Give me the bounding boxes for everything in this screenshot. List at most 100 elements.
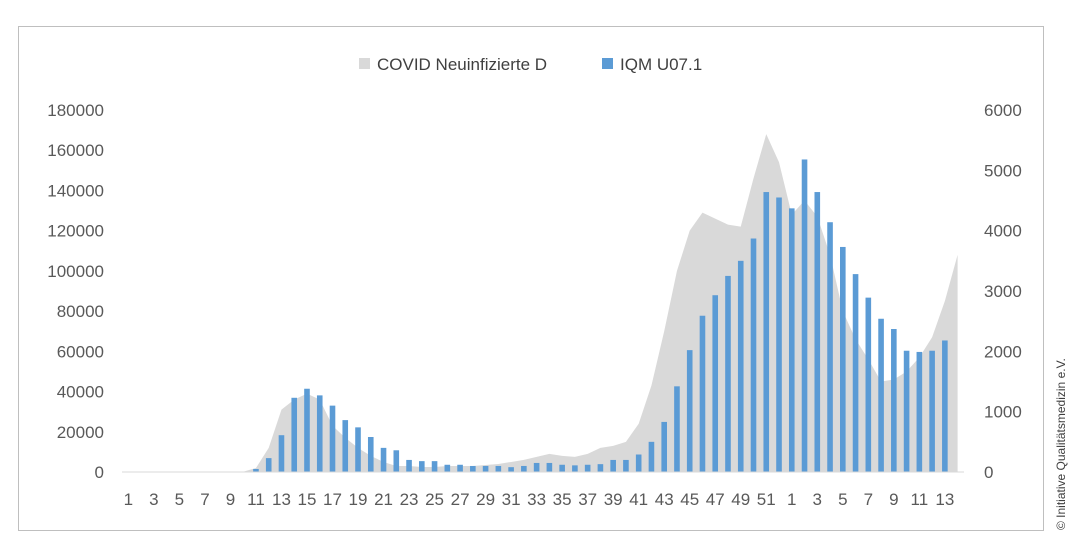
iqm-bar [737,260,744,472]
iqm-bar [380,447,387,472]
y-left-tick-label: 100000 [47,262,104,281]
iqm-bar [852,274,859,472]
y-left-tick-label: 120000 [47,222,104,241]
iqm-bar [610,459,616,472]
iqm-bar [316,395,323,472]
y-right-tick-label: 0 [984,463,993,482]
x-tick-label: 39 [604,490,623,509]
iqm-bar [546,462,553,472]
copyright-note: © Initiative Qualitätsmedizin e.V. [1054,358,1068,530]
iqm-bar [431,461,438,472]
axes-layer: 0200004000060000800001000001200001400001… [47,101,1022,509]
iqm-bar [495,465,502,472]
x-tick-label: 11 [247,490,265,509]
bars-layer [253,159,948,473]
iqm-bar [393,450,400,472]
x-tick-label: 3 [813,490,822,509]
iqm-bar [648,441,655,472]
y-left-tick-label: 60000 [57,342,104,361]
legend: COVID Neuinfizierte D IQM U07.1 [359,55,702,74]
y-right-tick-label: 2000 [984,342,1022,361]
iqm-bar [278,435,285,472]
x-tick-label: 1 [124,490,133,509]
iqm-bar [814,192,821,472]
iqm-bar [929,350,935,472]
x-tick-label: 7 [200,490,209,509]
area-layer [128,134,958,472]
iqm-bar [763,192,770,472]
y-right-tick-label: 4000 [984,222,1022,241]
iqm-bar [661,421,667,472]
iqm-bar [470,465,476,472]
y-left-tick-label: 40000 [57,383,104,402]
x-tick-label: 31 [502,490,521,509]
iqm-bar [457,464,463,472]
x-tick-label: 41 [629,490,648,509]
iqm-bar [329,405,336,472]
legend-swatch-iqm [602,58,613,69]
x-tick-label: 45 [680,490,699,509]
x-tick-label: 5 [838,490,847,509]
x-tick-label: 1 [787,490,796,509]
iqm-bar [840,246,846,472]
y-right-tick-label: 5000 [984,161,1022,180]
x-tick-label: 23 [400,490,419,509]
x-tick-label: 25 [425,490,444,509]
y-left-tick-label: 160000 [47,141,104,160]
x-tick-label: 17 [323,490,342,509]
y-left-tick-label: 140000 [47,181,104,200]
iqm-bar [559,464,565,472]
iqm-bar [827,222,833,472]
x-tick-label: 27 [451,490,470,509]
iqm-bar [508,467,514,472]
iqm-bar [623,459,629,472]
iqm-bar [635,454,642,472]
iqm-bar [725,275,731,472]
legend-label-iqm: IQM U07.1 [620,55,702,74]
x-tick-label: 11 [911,490,929,509]
x-tick-label: 15 [298,490,317,509]
x-tick-label: 43 [655,490,674,509]
x-tick-label: 29 [476,490,495,509]
x-tick-label: 3 [149,490,158,509]
iqm-bar [750,238,757,472]
iqm-bar [788,208,795,473]
x-tick-label: 9 [889,490,898,509]
y-right-tick-label: 6000 [984,101,1022,120]
iqm-bar [355,427,361,472]
x-tick-label: 37 [578,490,597,509]
iqm-bar [699,315,706,472]
iqm-bar [674,386,680,472]
x-tick-label: 7 [864,490,873,509]
iqm-bar [406,459,412,472]
x-tick-label: 49 [731,490,750,509]
x-tick-label: 47 [706,490,725,509]
iqm-bar [342,420,349,472]
legend-label-covid: COVID Neuinfizierte D [377,55,547,74]
x-tick-label: 19 [349,490,368,509]
iqm-bar [891,329,897,472]
legend-swatch-covid [359,58,370,69]
y-left-tick-label: 180000 [47,101,104,120]
x-tick-label: 5 [175,490,184,509]
y-left-tick-label: 0 [95,463,104,482]
iqm-bar [597,464,604,472]
iqm-bar [916,351,923,472]
iqm-bar [865,297,872,472]
x-tick-label: 35 [553,490,572,509]
x-tick-label: 9 [226,490,235,509]
iqm-bar [482,465,489,472]
y-right-tick-label: 3000 [984,282,1022,301]
x-tick-label: 13 [935,490,954,509]
iqm-bar [878,318,884,472]
x-tick-label: 33 [527,490,546,509]
iqm-bar [776,197,782,472]
iqm-bar [444,464,451,472]
iqm-bar [521,465,527,472]
iqm-bar [584,464,591,472]
iqm-bar [533,462,540,472]
y-right-tick-label: 1000 [984,403,1022,422]
y-left-tick-label: 20000 [57,423,104,442]
iqm-bar [572,465,578,472]
